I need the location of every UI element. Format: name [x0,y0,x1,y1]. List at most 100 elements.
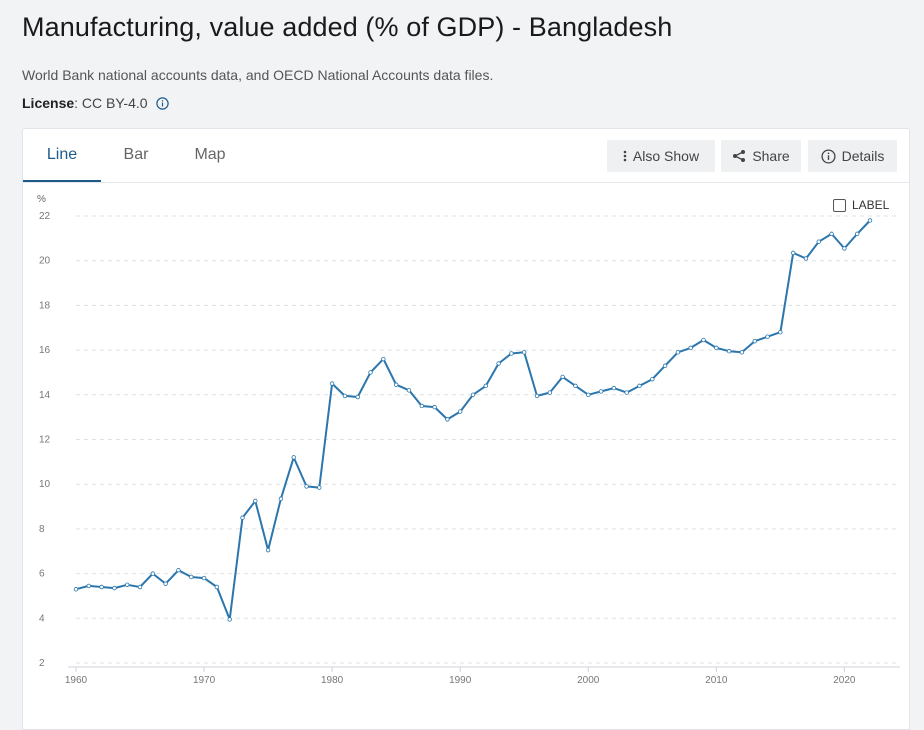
data-point [304,484,309,489]
data-point [701,337,706,343]
y-tick-label: 6 [39,569,45,580]
label-toggle[interactable]: LABEL [833,198,889,212]
chart-tabs: Line Bar Map Also Show Share Details [23,129,909,183]
details-label: Details [841,148,885,164]
y-tick-label: 10 [39,479,51,490]
data-point [253,498,258,504]
data-point [739,350,745,355]
share-button[interactable]: Share [721,140,801,172]
details-button[interactable]: Details [808,140,897,172]
x-tick-label: 2010 [705,675,728,686]
data-point [291,455,296,460]
data-point [778,330,783,335]
kebab-icon [623,150,627,162]
data-point [470,392,476,397]
label-toggle-text: LABEL [852,198,890,212]
data-point [342,393,348,399]
data-point [265,547,271,553]
data-point [560,374,565,380]
data-point [573,383,578,389]
license-label: License [22,95,75,111]
x-tick-label: 1990 [449,675,472,686]
data-point [509,351,514,356]
data-point [522,350,527,355]
data-point [650,376,655,382]
series-line [75,219,871,621]
y-tick-label: 14 [39,390,51,401]
y-tick-label: 16 [39,345,51,356]
y-tick-label: 4 [39,613,45,624]
data-point [329,381,335,386]
data-point [598,389,604,394]
data-point [752,338,757,344]
also-show-button[interactable]: Also Show [607,140,715,172]
y-axis-label: % [37,194,46,205]
share-label: Share [752,148,790,164]
data-point [803,256,809,261]
data-point [457,409,463,414]
data-point [278,496,284,501]
data-point [163,581,168,586]
y-tick-label: 2 [39,658,45,669]
x-tick-label: 2020 [833,675,856,686]
data-point [201,575,207,581]
tab-map[interactable]: Map [194,146,226,163]
data-point [816,239,821,244]
tab-bar[interactable]: Bar [123,146,149,163]
x-tick-label: 1980 [321,675,344,686]
data-point [317,485,322,490]
data-point [214,584,220,590]
data-point [73,587,79,592]
data-point [406,388,412,393]
data-point [86,583,92,589]
data-point [368,370,373,375]
data-point [842,246,847,251]
page-title: Manufacturing, value added (% of GDP) - … [22,12,673,42]
data-point [662,363,668,368]
data-point [137,584,143,590]
data-point [112,585,117,591]
tab-line[interactable]: Line [23,129,101,182]
data-point [637,383,642,389]
data-point [765,334,770,339]
data-point [125,582,130,587]
data-point [854,231,860,237]
data-point [227,617,232,622]
data-point [867,218,873,223]
line-chart: 2 4 6 8 10 12 14 16 18 20 22% 1960 1970 1980 1990 2000 2… [37,194,900,686]
data-point [419,403,424,409]
also-show-label: Also Show [632,148,700,164]
data-point [688,345,693,351]
info-icon[interactable] [155,96,169,110]
data-point [393,382,399,387]
data-point [445,417,450,422]
x-tick-label: 1960 [65,675,88,686]
x-tick-label: 2000 [577,675,600,686]
y-tick-label: 22 [39,211,51,222]
data-point [240,515,245,520]
data-point [829,231,834,237]
license-value: : CC BY-4.0 [74,95,148,111]
data-point [611,385,617,391]
x-tick-label: 1970 [193,675,216,686]
label-checkbox[interactable] [833,198,846,212]
data-point [547,390,553,395]
license-line: License : CC BY-4.0 [22,95,169,111]
data-point [355,394,360,400]
data-point [189,574,194,580]
data-point [176,568,181,573]
share-icon [732,149,746,163]
data-point [432,404,437,410]
data-point [496,361,501,366]
y-tick-label: 8 [39,524,45,535]
data-point [624,390,629,395]
data-point [483,383,489,389]
y-tick-label: 20 [39,256,51,267]
data-point [790,250,796,256]
chart-card: Line Bar Map Also Show Share Details LAB… [22,128,910,730]
source-note: World Bank national accounts data, and O… [22,67,494,83]
info-circle-icon [821,148,836,164]
data-point [675,350,681,355]
data-point [534,393,540,399]
data-point [99,584,104,590]
